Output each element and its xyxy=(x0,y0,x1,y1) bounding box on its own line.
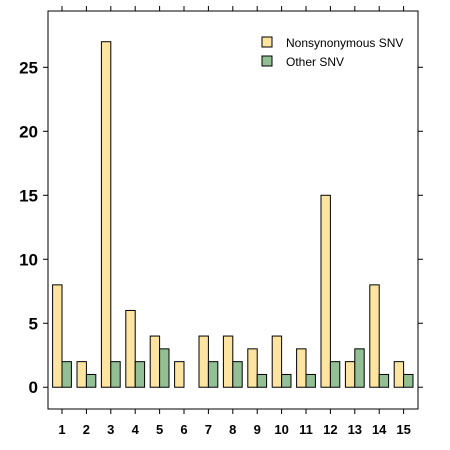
bar-nonsynonymous-9 xyxy=(247,348,258,388)
bar-other-10 xyxy=(281,373,292,388)
bar-nonsynonymous-8 xyxy=(222,335,234,388)
bar-other-7 xyxy=(207,361,219,388)
y-tick-label: 25 xyxy=(19,58,38,77)
bar-nonsynonymous-2 xyxy=(76,361,87,388)
bar-other-12 xyxy=(329,361,341,388)
y-tick-label: 0 xyxy=(29,378,38,397)
legend-label: Nonsynonymous SNV xyxy=(286,36,403,50)
bar-nonsynonymous-15 xyxy=(393,361,405,388)
x-tick-label: 1 xyxy=(58,422,65,437)
y-axis: 0 5 10 15 20 25 xyxy=(19,58,423,397)
bar-nonsynonymous-3 xyxy=(100,41,112,388)
y-tick-label: 15 xyxy=(19,186,38,205)
bar-other-9 xyxy=(256,373,268,388)
bar-other-3 xyxy=(110,361,121,388)
bar-nonsynonymous-13 xyxy=(344,361,356,388)
bar-nonsynonymous-10 xyxy=(271,335,283,388)
bar-nonsynonymous-6 xyxy=(174,361,185,388)
legend: Nonsynonymous SNV Other SNV xyxy=(261,36,403,69)
y-tick-label: 10 xyxy=(19,250,38,269)
x-tick-label: 15 xyxy=(396,422,410,437)
bar-nonsynonymous-14 xyxy=(369,284,380,388)
x-tick-label: 10 xyxy=(274,422,288,437)
legend-label: Other SNV xyxy=(286,55,344,69)
x-axis: 1 2 3 4 5 6 7 8 9 10 11 12 13 14 15 xyxy=(58,6,411,437)
bar-nonsynonymous-5 xyxy=(149,335,161,388)
bar-other-5 xyxy=(159,348,170,388)
bar-nonsynonymous-1 xyxy=(52,284,63,388)
x-tick-label: 8 xyxy=(229,422,236,437)
bar-nonsynonymous-12 xyxy=(320,194,331,388)
x-tick-label: 6 xyxy=(180,422,187,437)
x-tick-label: 13 xyxy=(348,422,362,437)
bar-other-15 xyxy=(403,373,414,388)
bar-nonsynonymous-11 xyxy=(296,348,307,388)
y-tick-label: 20 xyxy=(19,122,38,141)
bar-other-2 xyxy=(85,373,97,388)
legend-swatch xyxy=(261,55,273,67)
x-tick-label: 4 xyxy=(132,422,140,437)
bar-other-13 xyxy=(354,348,365,388)
x-tick-label: 12 xyxy=(323,422,337,437)
bar-other-11 xyxy=(305,373,316,388)
bar-other-4 xyxy=(134,361,146,388)
bar-nonsynonymous-4 xyxy=(125,309,136,388)
x-tick-label: 9 xyxy=(254,422,261,437)
x-tick-label: 2 xyxy=(83,422,90,437)
x-tick-label: 3 xyxy=(107,422,114,437)
x-tick-label: 14 xyxy=(372,422,387,437)
bar-nonsynonymous-7 xyxy=(198,335,209,388)
x-tick-label: 11 xyxy=(299,422,313,437)
y-tick-label: 5 xyxy=(29,314,38,333)
x-tick-label: 5 xyxy=(156,422,163,437)
bar-other-8 xyxy=(232,361,243,388)
bar-other-14 xyxy=(378,373,390,388)
legend-swatch xyxy=(261,36,273,48)
bars-group xyxy=(52,41,414,388)
bar-other-1 xyxy=(61,361,72,388)
x-tick-label: 7 xyxy=(205,422,212,437)
